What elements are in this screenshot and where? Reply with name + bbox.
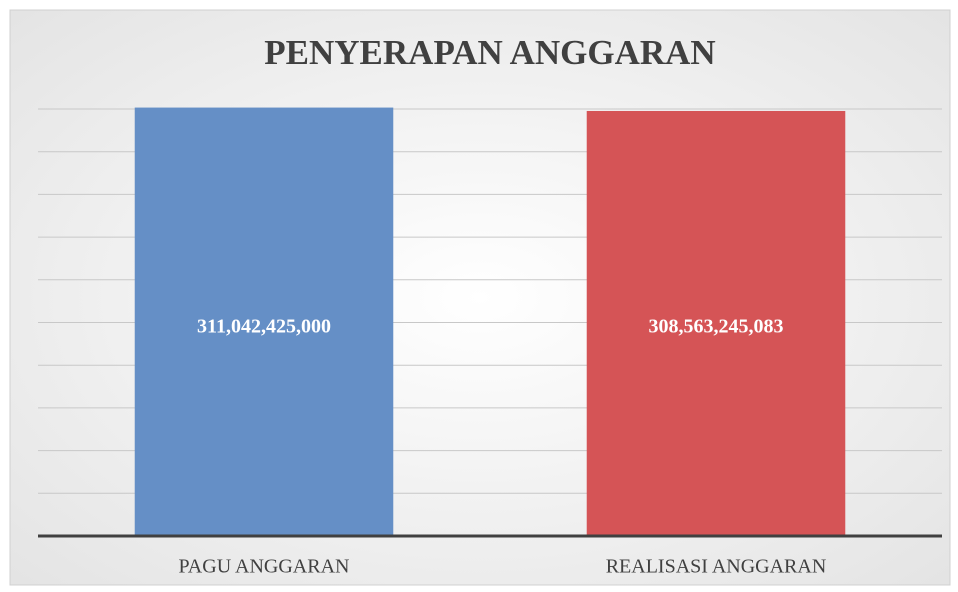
chart-title: PENYERAPAN ANGGARAN: [264, 33, 715, 72]
x-tick-label: PAGU ANGGARAN: [179, 556, 350, 578]
x-tick-label: REALISASI ANGGARAN: [606, 556, 827, 578]
bar: [586, 110, 846, 537]
bar: [134, 107, 394, 536]
data-label: 308,563,245,083: [649, 316, 784, 338]
data-label: 311,042,425,000: [197, 316, 331, 338]
